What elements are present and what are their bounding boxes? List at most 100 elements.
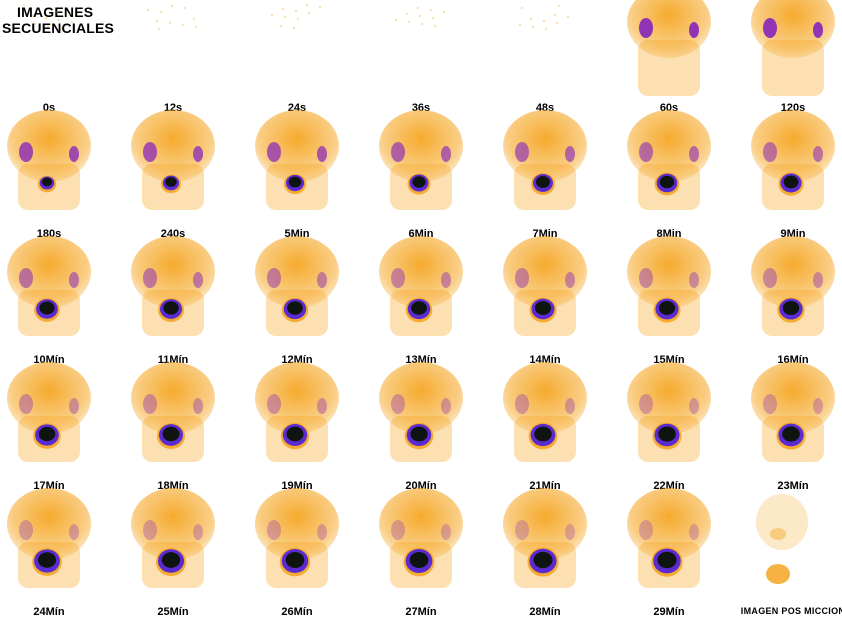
upper-body: [379, 362, 463, 434]
left-kidney: [267, 520, 281, 540]
scan-frame: 12s: [128, 0, 218, 114]
tracer-speck: [279, 24, 283, 28]
right-kidney: [69, 398, 79, 414]
upper-body: [627, 236, 711, 308]
tracer-speck: [183, 6, 187, 10]
tracer-speck: [44, 16, 48, 20]
left-kidney: [267, 268, 281, 288]
scan-image: [131, 236, 215, 336]
upper-body: [7, 488, 91, 560]
bladder-core: [657, 551, 677, 569]
scan-frame: 240s: [128, 110, 218, 240]
left-kidney: [19, 520, 33, 540]
bladder-core: [783, 175, 799, 189]
title-line-2: SECUENCIALES: [2, 20, 115, 36]
scan-frame: 23Mín: [748, 362, 838, 492]
tracer-speck: [407, 20, 411, 24]
bladder-core: [533, 551, 553, 569]
right-kidney: [813, 398, 823, 414]
tracer-speck: [566, 15, 570, 19]
scan-image: [270, 3, 322, 30]
scan-image: [379, 236, 463, 336]
scan-image: [627, 236, 711, 336]
tracer-speck: [55, 10, 59, 14]
tracer-speck: [168, 21, 172, 25]
scan-frame: 12Mín: [252, 236, 342, 366]
right-kidney: [193, 272, 203, 288]
tracer-speck: [68, 12, 72, 16]
frame-label: 27Mín: [405, 606, 437, 618]
scan-frame: 24s: [252, 0, 342, 114]
left-kidney: [763, 268, 777, 288]
upper-body: [131, 110, 215, 182]
left-kidney: [391, 142, 405, 162]
left-kidney: [143, 394, 157, 414]
scan-frame: 15Mín: [624, 236, 714, 366]
frame-label: 23Mín: [777, 480, 809, 492]
tracer-speck: [531, 25, 535, 29]
upper-body: [503, 362, 587, 434]
scan-frame: 6Min: [376, 110, 466, 240]
tracer-speck: [529, 17, 533, 21]
right-kidney: [441, 272, 451, 288]
frame-label: 29Mín: [653, 606, 685, 618]
scan-image: [7, 488, 91, 588]
left-kidney: [763, 394, 777, 414]
upper-body: [7, 236, 91, 308]
right-kidney: [689, 272, 699, 288]
right-kidney: [813, 146, 823, 162]
right-kidney: [813, 272, 823, 288]
tracer-speck: [292, 26, 296, 30]
scan-image: [255, 362, 339, 462]
scan-image: [146, 4, 198, 31]
left-kidney: [763, 18, 777, 38]
tracer-speck: [181, 23, 185, 27]
upper-body: [131, 362, 215, 434]
left-kidney: [19, 394, 33, 414]
scan-frame: 18Mín: [128, 362, 218, 492]
tracer-speck: [416, 6, 420, 10]
scan-frame: 19Mín: [252, 362, 342, 492]
scan-image: [131, 362, 215, 462]
scan-image: [7, 362, 91, 462]
tracer-speck: [270, 13, 274, 17]
bladder-core: [659, 175, 675, 189]
upper-body: [131, 236, 215, 308]
tracer-speck: [192, 17, 196, 21]
tracer-speck: [431, 16, 435, 20]
scan-image: [751, 362, 835, 462]
tracer-speck: [194, 25, 198, 29]
upper-body: [627, 488, 711, 560]
tracer-speck: [420, 22, 424, 26]
tracer-speck: [433, 24, 437, 28]
scan-frame: 17Mín: [4, 362, 94, 492]
bladder-core: [536, 176, 550, 188]
scan-image: [627, 488, 711, 588]
scan-frame: 28Mín: [500, 488, 590, 618]
scan-image: [627, 0, 711, 96]
tracer-speck: [22, 3, 26, 7]
upper-body: [379, 488, 463, 560]
frame-label: 28Mín: [529, 606, 561, 618]
right-kidney: [689, 146, 699, 162]
bladder-core: [39, 301, 55, 315]
scan-image: [7, 110, 91, 210]
left-kidney: [515, 268, 529, 288]
right-kidney: [193, 524, 203, 540]
scan-frame: 11Mín: [128, 236, 218, 366]
left-kidney: [143, 268, 157, 288]
upper-body: [751, 110, 835, 182]
left-kidney: [19, 142, 33, 162]
bladder-core: [162, 426, 180, 442]
scan-frame: 9Min: [748, 110, 838, 240]
right-kidney: [441, 398, 451, 414]
right-kidney: [193, 398, 203, 414]
tracer-speck: [296, 17, 300, 21]
scan-frame: IMAGEN POS MICCION: [741, 492, 842, 616]
right-kidney: [69, 146, 79, 162]
left-kidney: [639, 394, 653, 414]
scan-image: [255, 110, 339, 210]
tracer-speck: [281, 7, 285, 11]
scan-frame: 180s: [4, 110, 94, 240]
scan-image: [255, 236, 339, 336]
